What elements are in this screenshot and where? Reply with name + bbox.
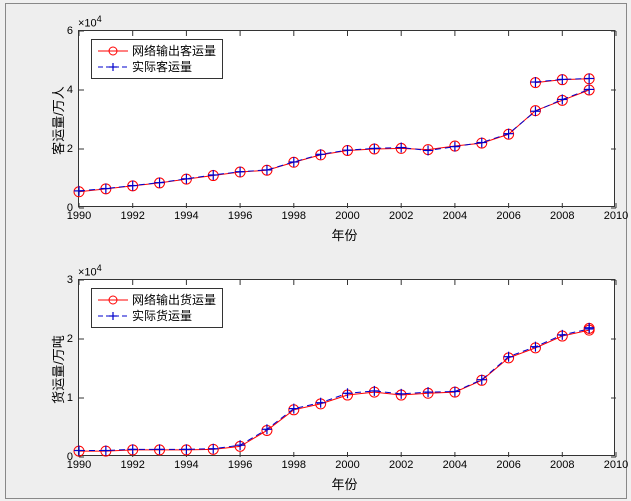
ylabel: 货运量/万吨 [48,335,67,404]
plot-area-bottom: 1990199219941996199820002002200420062008… [78,279,615,456]
xtick-label: 2006 [496,210,520,222]
figure: 1990199219941996199820002002200420062008… [5,3,627,499]
legend-symbol [98,309,128,323]
y-exponent: ×104 [78,263,102,279]
xtick-label: 1994 [174,459,198,471]
xlabel: 年份 [332,225,358,244]
ytick-label: 1 [67,392,73,404]
xtick-label: 1998 [282,210,306,222]
xtick-label: 1992 [120,459,144,471]
legend-symbol [98,44,128,58]
xtick-label: 1992 [120,210,144,222]
xtick-label: 2010 [604,459,628,471]
legend-label: 网络输出客运量 [132,43,216,59]
xtick-label: 2002 [389,210,413,222]
xtick-label: 2000 [335,210,359,222]
ytick-label: 0 [67,202,73,214]
legend-label: 网络输出货运量 [132,292,216,308]
xtick-label: 2004 [443,210,467,222]
xtick-label: 2008 [550,210,574,222]
legend-item: 实际货运量 [98,308,216,324]
ytick-label: 3 [67,274,73,286]
legend-item: 实际客运量 [98,59,216,75]
legend-symbol [98,60,128,74]
ytick-label: 0 [67,451,73,463]
y-exponent: ×104 [78,14,102,30]
ytick-label: 2 [67,143,73,155]
xtick-label: 1996 [228,459,252,471]
legend-label: 实际客运量 [132,59,192,75]
xtick-label: 2002 [389,459,413,471]
legend: 网络输出客运量 实际客运量 [91,39,223,79]
ytick-label: 6 [67,25,73,37]
ytick-label: 2 [67,333,73,345]
xlabel: 年份 [332,474,358,493]
legend-item: 网络输出客运量 [98,43,216,59]
xtick-label: 2010 [604,210,628,222]
ytick-label: 4 [67,84,73,96]
xtick-label: 1994 [174,210,198,222]
legend-item: 网络输出货运量 [98,292,216,308]
legend-symbol [98,293,128,307]
xtick-label: 1998 [282,459,306,471]
plot-area-top: 1990199219941996199820002002200420062008… [78,30,615,207]
ylabel: 客运量/万人 [48,86,67,155]
xtick-label: 1996 [228,210,252,222]
xtick-label: 2008 [550,459,574,471]
xtick-label: 2004 [443,459,467,471]
xtick-label: 2006 [496,459,520,471]
xtick-label: 2000 [335,459,359,471]
legend: 网络输出货运量 实际货运量 [91,288,223,328]
legend-label: 实际货运量 [132,308,192,324]
